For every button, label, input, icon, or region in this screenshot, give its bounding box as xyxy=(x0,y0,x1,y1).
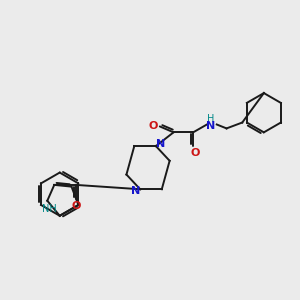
Text: O: O xyxy=(71,200,81,211)
Text: N: N xyxy=(131,186,140,196)
Text: N: N xyxy=(156,139,165,149)
Text: O: O xyxy=(148,122,158,131)
Text: N: N xyxy=(206,122,215,131)
Text: O: O xyxy=(190,148,200,158)
Text: H: H xyxy=(207,114,214,124)
Text: NH: NH xyxy=(42,204,57,214)
